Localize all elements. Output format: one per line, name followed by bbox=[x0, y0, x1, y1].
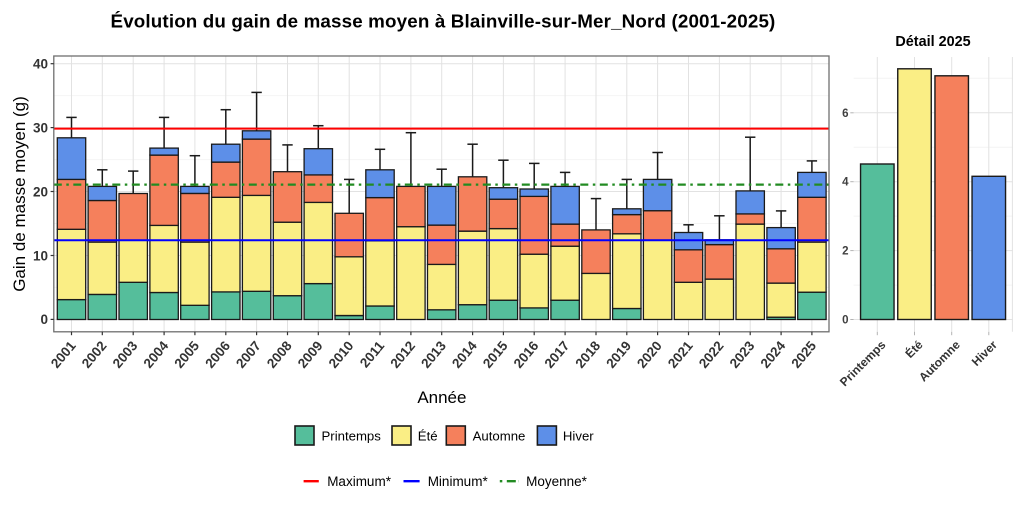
svg-text:0: 0 bbox=[40, 312, 48, 327]
svg-text:Automne: Automne bbox=[473, 429, 526, 444]
svg-text:Été: Été bbox=[418, 429, 438, 444]
svg-text:2: 2 bbox=[842, 246, 848, 258]
svg-text:40: 40 bbox=[33, 57, 48, 72]
svg-text:Printemps: Printemps bbox=[322, 429, 382, 444]
svg-text:10: 10 bbox=[33, 248, 48, 263]
svg-text:Évolution du gain de masse moy: Évolution du gain de masse moyen à Blain… bbox=[111, 11, 776, 32]
svg-text:20: 20 bbox=[33, 184, 48, 199]
svg-text:Maximum*: Maximum* bbox=[327, 474, 392, 489]
svg-text:Hiver: Hiver bbox=[563, 429, 594, 444]
svg-text:Minimum*: Minimum* bbox=[428, 474, 489, 489]
svg-text:Détail 2025: Détail 2025 bbox=[895, 34, 970, 50]
svg-text:Gain de masse moyen (g): Gain de masse moyen (g) bbox=[10, 96, 29, 292]
svg-text:30: 30 bbox=[33, 120, 48, 135]
svg-text:Moyenne*: Moyenne* bbox=[526, 474, 588, 489]
svg-text:6: 6 bbox=[842, 108, 848, 120]
svg-text:Année: Année bbox=[417, 388, 466, 407]
svg-text:4: 4 bbox=[842, 177, 849, 189]
svg-text:0: 0 bbox=[842, 315, 848, 327]
